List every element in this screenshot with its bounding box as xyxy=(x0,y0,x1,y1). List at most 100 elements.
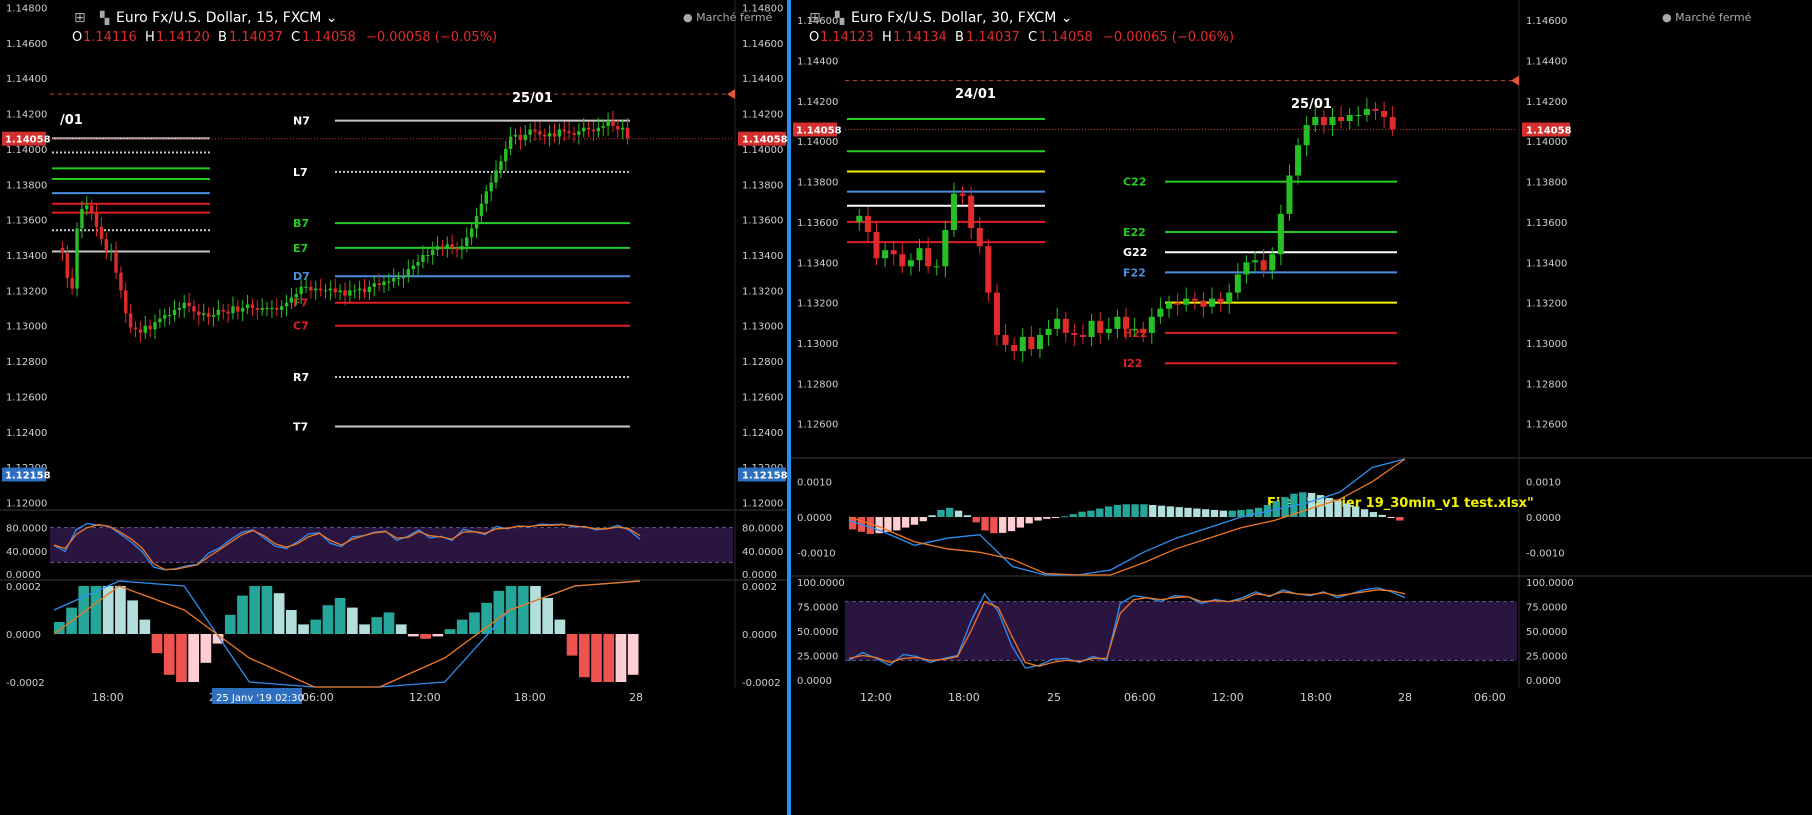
candle-body xyxy=(606,120,610,126)
price-change: −0.00058 (−0.05%) xyxy=(366,30,497,45)
last-price-tag-left-label: 1.14058 xyxy=(5,135,51,146)
candles xyxy=(856,97,1396,363)
level-label: E22 xyxy=(1123,226,1146,239)
candle-body xyxy=(925,248,932,267)
candle-body xyxy=(557,129,562,137)
histogram-bar xyxy=(469,612,480,634)
right-y-tick: 1.12600 xyxy=(742,392,783,403)
chart-header[interactable]: ⊞ ▚ Euro Fx/U.S. Dollar, 15, FXCM ⌄ O 1.1411… xyxy=(72,10,773,45)
histogram-bar xyxy=(1325,497,1333,517)
candle-body xyxy=(1389,117,1396,130)
left-y-tick: 80.0000 xyxy=(6,524,47,535)
candle-body xyxy=(1028,336,1035,350)
candle-body xyxy=(864,215,871,233)
candle-body xyxy=(182,302,186,309)
level-label: C7 xyxy=(293,320,309,333)
histogram-bar xyxy=(78,586,90,634)
ohlc-key: O xyxy=(72,30,82,45)
candle-body xyxy=(1174,302,1181,305)
flag-icon[interactable]: ▚ xyxy=(99,10,110,25)
histogram-bar xyxy=(347,607,358,634)
candle-body xyxy=(294,293,298,298)
histogram-bar xyxy=(1140,504,1148,517)
candle-body xyxy=(577,131,581,135)
histogram-bar xyxy=(102,586,114,634)
x-tick: 06:00 xyxy=(302,691,334,704)
candle-body xyxy=(596,127,601,132)
histogram-bar xyxy=(432,634,444,637)
right-y-tick: 0.0000 xyxy=(1526,676,1561,687)
candle-body xyxy=(450,244,454,248)
histogram-bar xyxy=(456,619,468,634)
panel-splitter[interactable] xyxy=(787,0,791,815)
left-y-tick: 50.0000 xyxy=(797,627,838,638)
histogram-bar xyxy=(591,634,602,682)
right-y-tick: 40.0000 xyxy=(742,547,783,558)
histogram-bar xyxy=(139,619,151,634)
left-y-tick: 0.0002 xyxy=(6,582,41,593)
candle-body xyxy=(279,306,284,310)
candle-body xyxy=(177,308,182,310)
candle-body xyxy=(231,306,235,314)
level-label: G22 xyxy=(1123,246,1147,259)
left-y-tick: 0.0000 xyxy=(797,513,832,524)
expand-icon[interactable]: ⊞ xyxy=(74,10,86,26)
candle-body xyxy=(1114,316,1121,329)
flag-icon[interactable]: ▚ xyxy=(834,10,845,25)
candle-body xyxy=(435,246,440,250)
candle-body xyxy=(499,161,503,171)
candle-body xyxy=(255,308,260,310)
right-y-tick: 50.0000 xyxy=(1526,627,1567,638)
candle-body xyxy=(1320,117,1327,126)
right-y-tick: 1.14600 xyxy=(1526,16,1567,27)
x-tick: 06:00 xyxy=(1124,691,1156,704)
chart-header[interactable]: ⊞ ▚ Euro Fx/U.S. Dollar, 30, FXCM ⌄ O 1.1412… xyxy=(809,10,1752,45)
candle-body xyxy=(440,246,445,248)
histogram-bar xyxy=(1299,492,1307,517)
candle-body xyxy=(416,262,420,266)
left-y-tick: 1.13000 xyxy=(797,339,838,350)
expand-icon[interactable]: ⊞ xyxy=(809,10,821,26)
left-y-tick: 1.14000 xyxy=(6,145,47,156)
candle-body xyxy=(873,232,880,259)
left-y-tick: 1.12600 xyxy=(797,420,838,431)
right-y-tick: 1.12400 xyxy=(742,428,783,439)
indicator-line-1 xyxy=(848,458,1406,576)
histogram-bar xyxy=(493,590,505,634)
histogram-bar xyxy=(1184,507,1192,517)
candle-body xyxy=(1131,328,1138,330)
histogram-bar xyxy=(928,515,936,517)
candle-body xyxy=(1036,334,1043,350)
candle-body xyxy=(1200,300,1207,307)
right-y-tick: 25.0000 xyxy=(1526,652,1567,663)
candle-body xyxy=(993,292,1000,335)
alert-marker xyxy=(727,89,735,100)
candle-body xyxy=(1372,108,1379,111)
histogram-bar xyxy=(1237,509,1245,517)
candle-body xyxy=(167,315,172,317)
candle-body xyxy=(552,133,557,137)
candle-body xyxy=(211,315,216,317)
candle-body xyxy=(104,239,108,252)
right-y-tick: 1.14200 xyxy=(1526,97,1567,108)
date-label: 25/01 xyxy=(512,91,553,106)
left-y-tick: 1.13200 xyxy=(797,299,838,310)
symbol-selector[interactable]: Euro Fx/U.S. Dollar, 15, FXCM ⌄ xyxy=(116,10,337,26)
candle-body xyxy=(1166,302,1173,309)
candle-body xyxy=(1338,117,1345,122)
candle-body xyxy=(80,209,84,229)
candle-body xyxy=(1217,298,1224,303)
candle-body xyxy=(1234,274,1241,293)
candle-body xyxy=(513,134,518,137)
histogram-bar xyxy=(578,634,590,678)
candle-body xyxy=(357,288,362,291)
right-y-tick: 0.0002 xyxy=(742,582,777,593)
histogram-bar xyxy=(1202,509,1210,517)
candle-body xyxy=(221,309,225,312)
crosshair-time-tag[interactable] xyxy=(212,688,302,704)
candle-body xyxy=(1157,308,1164,317)
symbol-selector[interactable]: Euro Fx/U.S. Dollar, 30, FXCM ⌄ xyxy=(851,10,1072,26)
